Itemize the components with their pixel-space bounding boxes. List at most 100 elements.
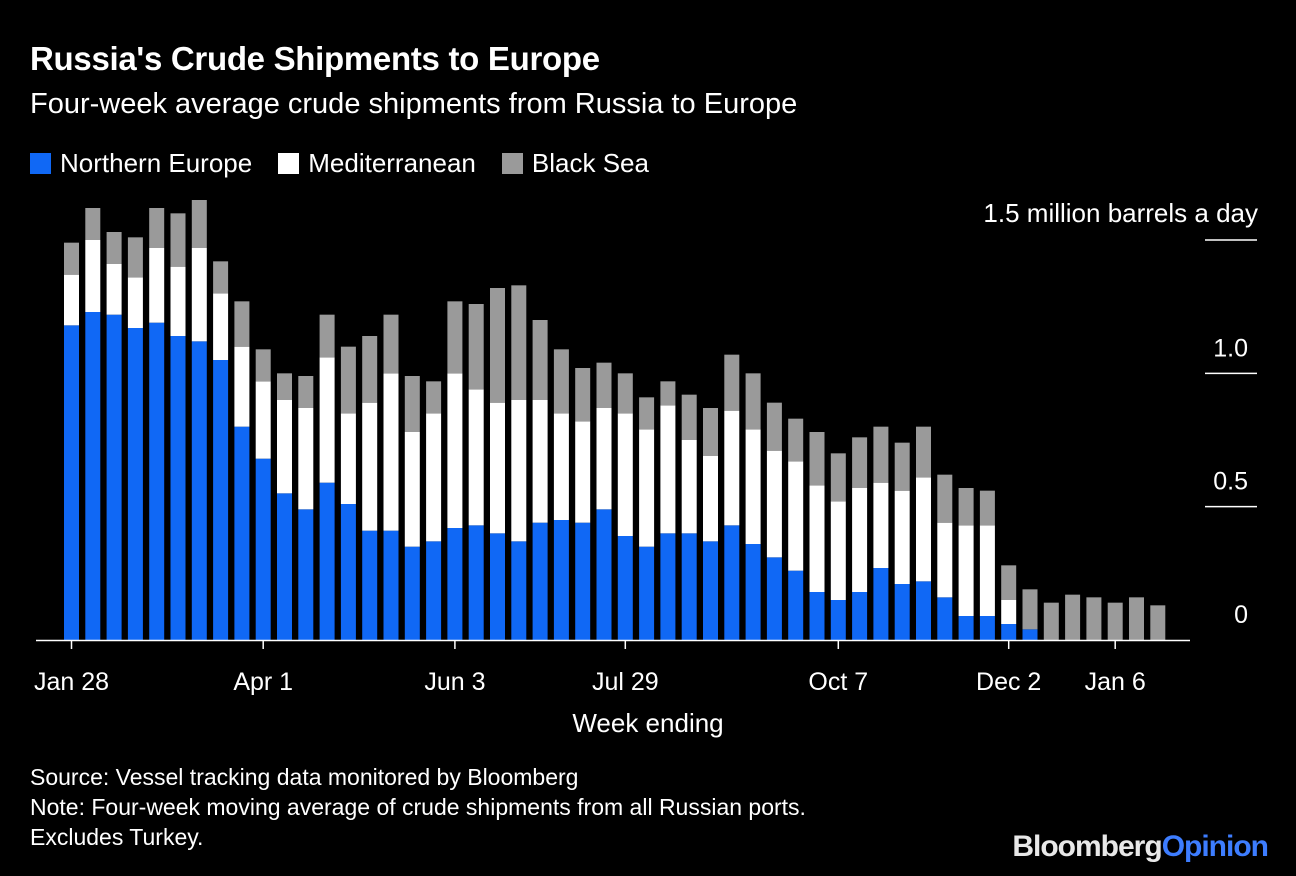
bloomberg-opinion-logo: BloombergOpinion <box>1012 830 1269 863</box>
x-tick-label: Jan 28 <box>34 668 109 696</box>
bar-black-sea-34 <box>788 418 804 462</box>
bar-mediterranean-3 <box>127 277 143 328</box>
bar-northern-27 <box>639 546 655 640</box>
bar-black-sea-40 <box>916 426 931 478</box>
bar-northern-25 <box>596 509 612 640</box>
bar-northern-21 <box>511 541 527 640</box>
bar-mediterranean-41 <box>937 522 953 598</box>
bar-mediterranean-13 <box>340 413 356 504</box>
bar-mediterranean-42 <box>958 525 974 616</box>
x-tick-label: Jun 3 <box>424 668 485 696</box>
bar-northern-43 <box>979 616 995 640</box>
bar-northern-11 <box>298 509 314 640</box>
bar-mediterranean-18 <box>447 373 463 528</box>
bar-northern-26 <box>617 536 633 640</box>
bar-mediterranean-9 <box>255 381 271 459</box>
bar-northern-22 <box>532 522 548 640</box>
bar-black-sea-37 <box>852 437 868 488</box>
bar-mediterranean-20 <box>490 402 505 534</box>
bar-mediterranean-25 <box>596 408 612 510</box>
bar-northern-38 <box>873 568 889 640</box>
bar-mediterranean-16 <box>404 432 420 547</box>
bar-mediterranean-5 <box>170 266 186 336</box>
bar-black-sea-1 <box>85 208 101 240</box>
bar-northern-36 <box>830 600 846 640</box>
bar-mediterranean-12 <box>319 357 335 483</box>
bar-northern-28 <box>660 533 676 640</box>
chart-legend: Northern Europe Mediterranean Black Sea <box>30 148 675 179</box>
bar-mediterranean-26 <box>617 413 633 536</box>
bar-black-sea-4 <box>149 208 165 248</box>
bar-northern-31 <box>724 525 740 640</box>
bar-black-sea-14 <box>362 336 378 403</box>
note-text-continued: Excludes Turkey. <box>30 824 204 850</box>
bar-mediterranean-22 <box>532 400 548 523</box>
bar-mediterranean-34 <box>788 461 804 571</box>
bar-northern-44 <box>1001 624 1017 640</box>
bar-northern-16 <box>404 546 420 640</box>
bar-northern-41 <box>937 597 953 640</box>
legend-item-black-sea: Black Sea <box>501 148 649 179</box>
bar-black-sea-18 <box>447 301 463 374</box>
bar-mediterranean-0 <box>64 274 79 326</box>
x-tick-label: Apr 1 <box>233 668 293 696</box>
bar-black-sea-27 <box>639 397 655 430</box>
bar-northern-9 <box>255 458 271 640</box>
bar-black-sea-22 <box>532 320 548 400</box>
bar-northern-2 <box>106 314 122 640</box>
bar-black-sea-15 <box>383 314 399 374</box>
bar-black-sea-48 <box>1086 597 1102 640</box>
bar-mediterranean-1 <box>85 240 101 312</box>
bar-northern-42 <box>958 616 974 640</box>
bar-northern-19 <box>468 525 484 640</box>
bar-black-sea-9 <box>255 349 271 382</box>
bar-northern-20 <box>490 533 505 640</box>
bar-mediterranean-19 <box>468 389 484 526</box>
bar-mediterranean-43 <box>979 525 995 616</box>
bar-northern-30 <box>703 541 718 640</box>
bar-black-sea-42 <box>958 488 974 526</box>
bar-black-sea-2 <box>106 232 122 264</box>
bar-northern-34 <box>788 570 804 640</box>
bar-black-sea-32 <box>745 373 761 430</box>
bar-mediterranean-7 <box>213 293 229 360</box>
bar-black-sea-41 <box>937 474 953 523</box>
bar-mediterranean-44 <box>1001 600 1017 624</box>
y-tick-label: 1.0 <box>1213 334 1248 362</box>
bar-northern-4 <box>149 322 165 640</box>
bar-mediterranean-15 <box>383 373 399 531</box>
bar-northern-24 <box>575 522 591 640</box>
bar-mediterranean-11 <box>298 408 314 510</box>
y-axis-unit-label: 1.5 million barrels a day <box>983 198 1258 228</box>
bar-mediterranean-24 <box>575 421 591 523</box>
bar-mediterranean-33 <box>766 450 782 558</box>
bar-mediterranean-28 <box>660 405 676 534</box>
bar-black-sea-11 <box>298 376 314 408</box>
bar-mediterranean-2 <box>106 264 122 315</box>
x-tick-label: Jan 6 <box>1085 668 1146 696</box>
bar-mediterranean-21 <box>511 400 527 542</box>
bar-black-sea-25 <box>596 362 612 408</box>
bar-mediterranean-14 <box>362 402 378 531</box>
bar-black-sea-23 <box>553 349 569 414</box>
bar-northern-6 <box>191 341 207 640</box>
legend-label-black-sea: Black Sea <box>531 148 649 178</box>
bar-northern-7 <box>213 360 229 640</box>
bar-black-sea-12 <box>319 314 335 358</box>
y-tick-label: 0.5 <box>1213 468 1248 496</box>
bar-black-sea-35 <box>809 432 825 486</box>
bar-northern-13 <box>340 504 356 640</box>
chart-notes: Source: Vessel tracking data monitored b… <box>30 762 806 852</box>
bar-mediterranean-30 <box>703 456 718 542</box>
y-tick-label: 0 <box>1234 601 1248 629</box>
bar-black-sea-0 <box>64 242 79 275</box>
bar-black-sea-20 <box>490 288 505 403</box>
legend-swatch-black-sea <box>501 153 523 174</box>
source-text: Source: Vessel tracking data monitored b… <box>30 764 579 790</box>
bar-mediterranean-17 <box>426 413 442 542</box>
bar-northern-3 <box>127 328 143 640</box>
bar-black-sea-36 <box>830 453 846 502</box>
legend-swatch-northern <box>30 153 51 174</box>
bar-black-sea-13 <box>340 346 356 414</box>
